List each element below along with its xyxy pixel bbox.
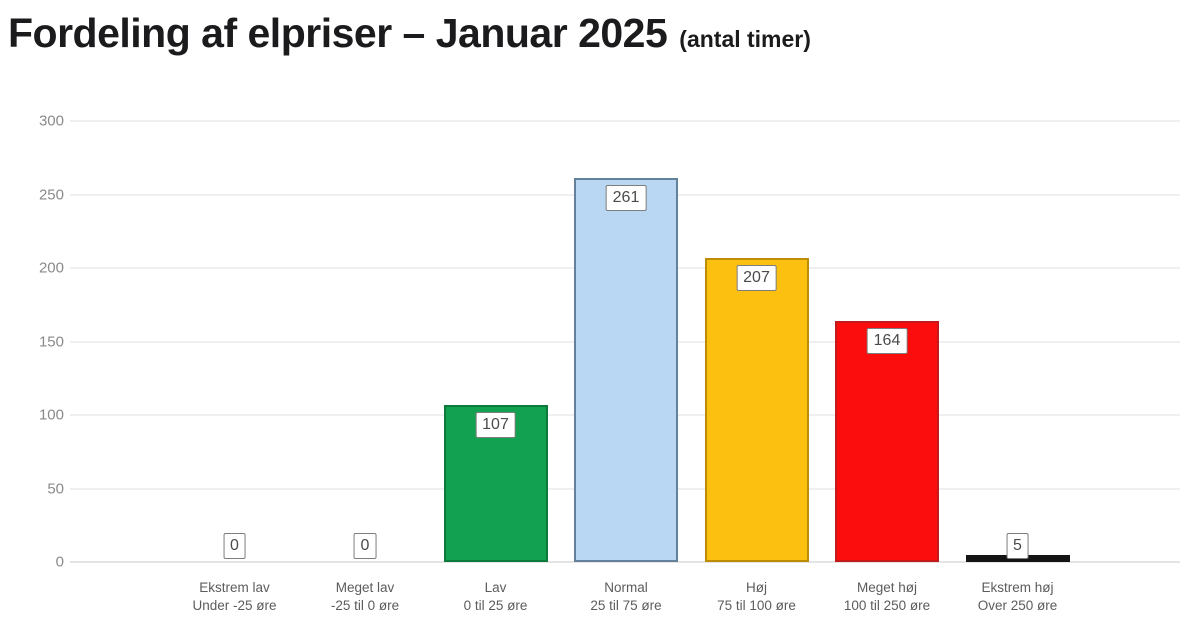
x-category-label-line1: Meget lav	[335, 580, 395, 595]
x-axis-category-label: Ekstrem lav Under -25 øre	[192, 579, 276, 615]
gridline	[70, 120, 1180, 122]
bar-value-label: 0	[353, 533, 377, 559]
x-axis-category-label: Meget lav -25 til 0 øre	[331, 579, 399, 615]
x-category-label-line2: 100 til 250 øre	[843, 598, 931, 613]
bar-value-label: 5	[1006, 533, 1029, 559]
x-category-label-line2: 25 til 75 øre	[590, 598, 662, 613]
y-axis-tick-label: 50	[47, 480, 64, 497]
x-axis-baseline	[70, 561, 1180, 563]
bar-value-label: 107	[475, 411, 516, 438]
y-axis-tick-label: 0	[55, 553, 64, 571]
bar-value-label: 0	[223, 533, 246, 559]
x-category-label-line1: Normal	[604, 580, 648, 595]
x-category-label-line2: Over 250 øre	[977, 598, 1058, 613]
y-axis-tick-label: 100	[38, 406, 64, 424]
x-category-label-line1: Ekstrem høj	[981, 580, 1054, 595]
chart-subtitle: (antal timer)	[679, 26, 811, 52]
x-axis-category-label: Høj 75 til 100 øre	[717, 579, 796, 615]
x-category-label-line2: Under -25 øre	[192, 598, 277, 613]
bar-hoj	[704, 257, 809, 562]
x-category-label-line1: Høj	[745, 580, 767, 595]
x-axis-category-label: Ekstrem høj Over 250 øre	[978, 579, 1058, 615]
bar-value-label: 207	[736, 264, 777, 291]
x-category-label-line2: 75 til 100 øre	[717, 598, 796, 613]
x-category-label-line1: Ekstrem lav	[199, 580, 270, 595]
x-category-label-line2: 0 til 25 øre	[463, 598, 528, 613]
y-axis-tick-label: 200	[38, 259, 64, 277]
y-axis-tick-label: 150	[38, 333, 64, 350]
x-axis-category-label: Meget høj 100 til 250 øre	[844, 579, 930, 615]
bar-normal	[574, 178, 678, 562]
bar-value-label: 164	[866, 327, 908, 354]
chart-title-row: Fordeling af elpriser – Januar 2025 (ant…	[8, 10, 811, 57]
x-category-label-line1: Meget høj	[856, 580, 918, 595]
bar-value-label: 261	[605, 185, 647, 212]
x-category-label-line2: -25 til 0 øre	[330, 598, 400, 613]
x-axis-category-label: Normal 25 til 75 øre	[590, 579, 661, 615]
chart-title: Fordeling af elpriser – Januar 2025	[8, 10, 668, 56]
bar-meget-hoj	[835, 320, 939, 562]
x-category-label-line1: Lav	[484, 580, 507, 595]
y-axis-tick-label: 250	[38, 186, 64, 203]
y-axis-tick-label: 300	[38, 112, 64, 130]
x-axis-category-label: Lav 0 til 25 øre	[464, 579, 528, 615]
